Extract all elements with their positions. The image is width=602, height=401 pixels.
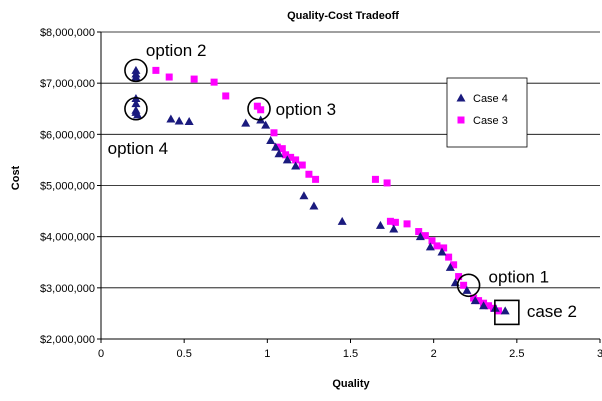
data-point (383, 179, 391, 187)
data-point (190, 75, 198, 83)
data-point (222, 92, 230, 100)
data-point (287, 153, 295, 161)
data-point (386, 217, 394, 225)
x-tick-label: 2.5 (509, 348, 524, 360)
data-point (460, 281, 468, 289)
data-point (133, 110, 143, 119)
x-tick-label: 1 (264, 348, 270, 360)
data-point (445, 262, 455, 271)
annotation-label: case 2 (527, 302, 577, 321)
legend-marker (456, 93, 466, 102)
data-point (278, 145, 286, 153)
data-point (440, 244, 448, 252)
data-point (389, 224, 399, 233)
data-point (165, 73, 173, 81)
data-point (391, 218, 399, 226)
data-point (184, 117, 194, 126)
data-point (312, 175, 320, 183)
data-point (479, 301, 489, 310)
data-point (470, 294, 478, 302)
legend-label: Case 4 (473, 93, 508, 105)
y-axis-title: Cost (10, 165, 22, 190)
y-tick-label: $5,000,000 (40, 181, 95, 193)
data-point (462, 285, 472, 294)
data-point (131, 72, 141, 81)
series-case-4 (131, 65, 510, 315)
data-point (282, 151, 290, 159)
data-point (266, 135, 276, 144)
x-tick-label: 3 (597, 348, 602, 360)
annotation-circle (247, 96, 271, 121)
data-point (470, 296, 480, 305)
legend: Case 4 Case 3 (446, 77, 528, 148)
x-tick-label: 0.5 (177, 348, 192, 360)
data-point (241, 118, 251, 127)
data-point (298, 161, 306, 169)
x-axis-title: Quality (332, 378, 370, 390)
data-point (450, 261, 458, 269)
x-tick-label: 1.5 (343, 348, 358, 360)
x-tick-label: 0 (98, 348, 104, 360)
data-point (428, 237, 436, 245)
annotation-label: option 2 (146, 41, 207, 60)
series-case-3 (152, 66, 503, 315)
y-tick-label: $4,000,000 (40, 232, 95, 244)
data-point (415, 232, 425, 241)
data-point (455, 273, 463, 281)
annotation-label: option 1 (489, 268, 549, 287)
y-tick-label: $6,000,000 (40, 129, 95, 141)
data-point (131, 99, 141, 108)
data-point (291, 161, 301, 170)
data-point (271, 142, 281, 151)
data-point (403, 220, 411, 228)
data-point (421, 232, 429, 240)
data-point (299, 191, 309, 200)
data-point (375, 220, 385, 229)
annotation-circle (124, 96, 148, 121)
legend-marker (457, 116, 465, 124)
y-tick-label: $8,000,000 (40, 27, 95, 39)
annotation-label: option 3 (276, 100, 337, 119)
data-point (337, 216, 347, 225)
data-point (485, 302, 493, 310)
y-tick-label: $7,000,000 (40, 78, 95, 90)
data-point (475, 297, 483, 305)
x-tick-label: 2 (431, 348, 437, 360)
data-point (270, 129, 278, 137)
data-point (282, 155, 292, 164)
data-point (433, 242, 441, 250)
data-point (437, 247, 447, 256)
data-point (261, 120, 271, 129)
data-point (371, 175, 379, 183)
data-point (166, 114, 176, 123)
annotation-label: option 4 (108, 139, 169, 158)
annotation-circle (456, 273, 481, 298)
data-point (253, 102, 261, 110)
annotation-circle (124, 58, 148, 83)
legend-label: Case 3 (473, 115, 508, 127)
y-tick-label: $3,000,000 (40, 283, 95, 295)
y-tick-label: $2,000,000 (40, 334, 95, 346)
data-point (210, 78, 218, 86)
plot-area: $2,000,000 $3,000,000 $4,000,000 $5,000,000… (40, 27, 602, 360)
data-point (152, 66, 160, 74)
annotation-square (494, 299, 520, 326)
data-point (174, 116, 184, 125)
legend-box (446, 77, 528, 148)
data-point (500, 306, 510, 315)
data-point (292, 156, 300, 164)
data-point (257, 106, 265, 114)
data-point (445, 253, 453, 261)
chart-title: Quality-Cost Tradeoff (287, 10, 399, 22)
data-point (309, 201, 319, 210)
data-point (305, 170, 313, 178)
data-point (274, 149, 284, 158)
data-point (415, 228, 423, 236)
data-point (425, 242, 435, 251)
